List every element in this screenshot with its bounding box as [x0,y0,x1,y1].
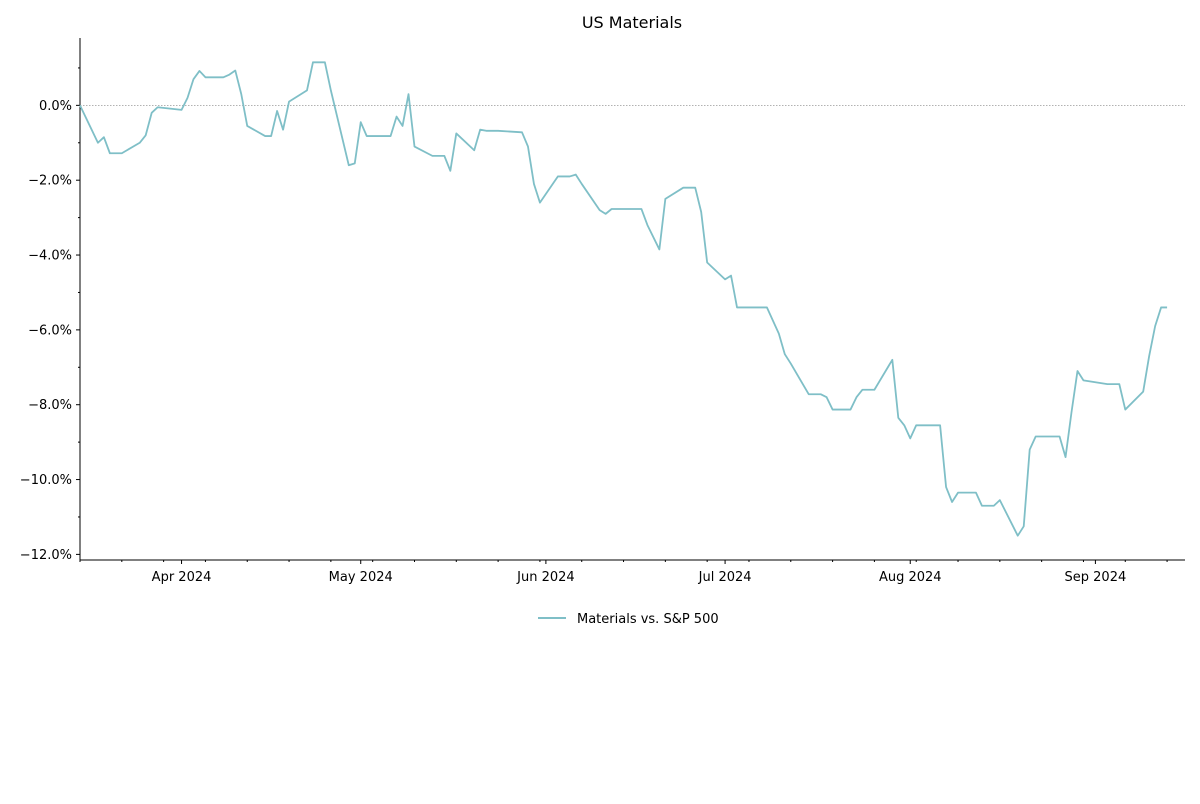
y-tick-label: −10.0% [20,473,72,488]
legend-label: Materials vs. S&P 500 [577,612,719,627]
x-tick-label: Sep 2024 [1065,570,1127,585]
y-tick-label: −8.0% [28,398,72,413]
x-tick-label: Jun 2024 [516,570,575,585]
y-tick-label: −2.0% [28,174,72,189]
legend: Materials vs. S&P 500 [538,612,719,627]
x-tick-label: Aug 2024 [879,570,942,585]
series-layer [79,61,1168,537]
y-tick-label: −4.0% [28,249,72,264]
y-tick-label: 0.0% [39,99,72,114]
chart-title: US Materials [582,13,682,32]
y-tick-label: −12.0% [20,548,72,563]
x-tick-label: Jul 2024 [698,570,752,585]
series-line [79,61,1168,537]
axes: −12.0% −10.0% −8.0% −6.0% −4.0% −2.0% 0.0% Apr … [20,38,1185,585]
x-tick-label: May 2024 [329,570,393,585]
x-tick-label: Apr 2024 [152,570,212,585]
y-tick-label: −6.0% [28,323,72,338]
